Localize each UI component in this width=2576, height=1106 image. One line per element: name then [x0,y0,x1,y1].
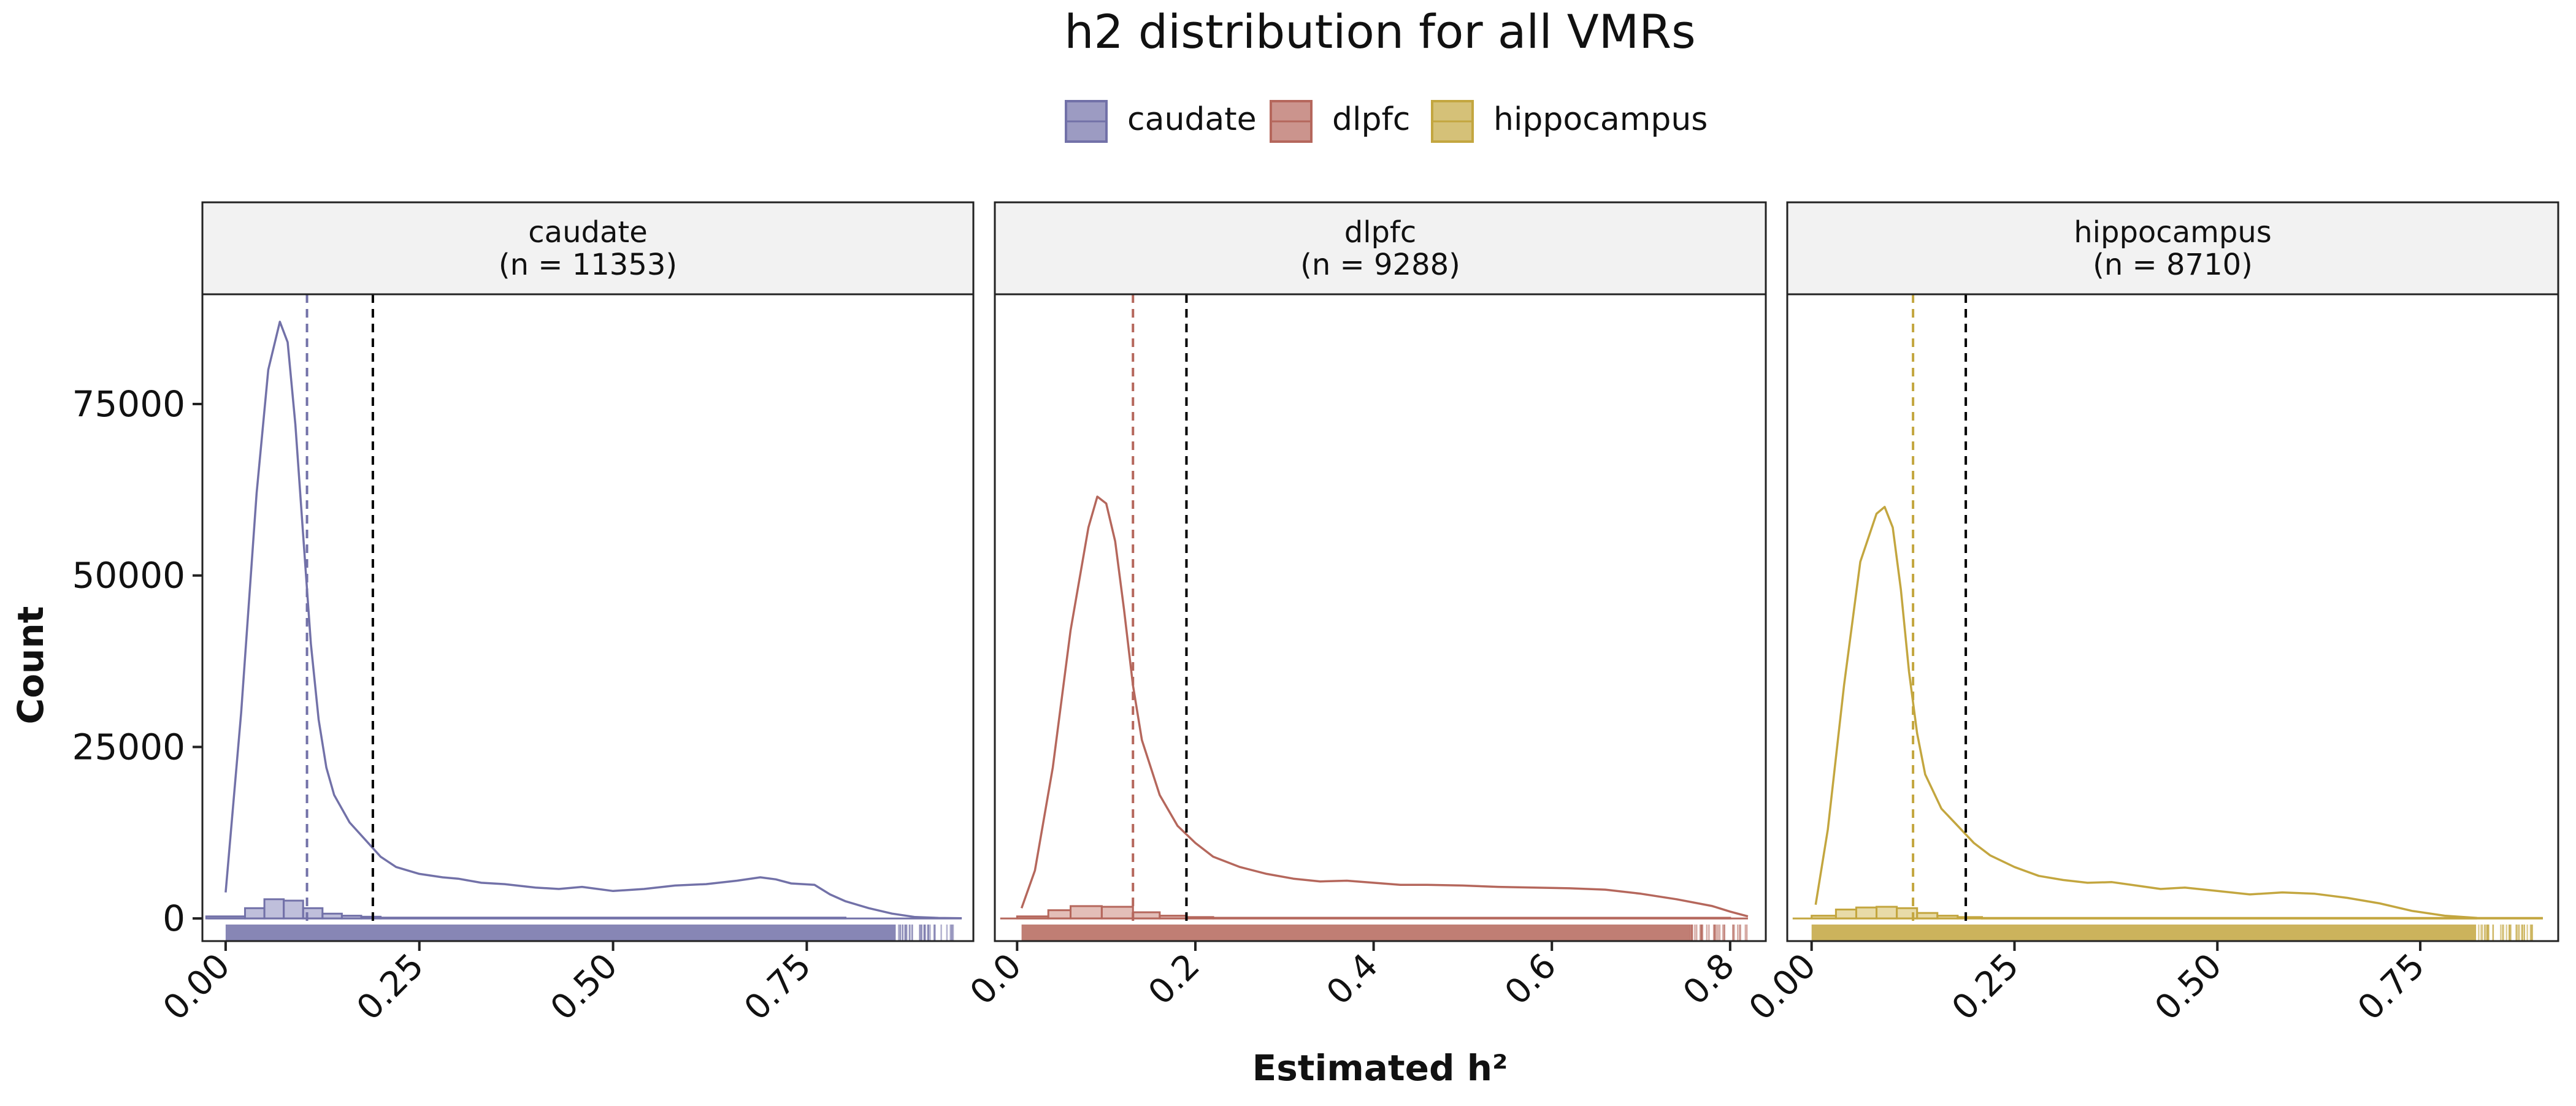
density-curve-hippocampus [1814,506,2477,919]
x-axis-hippocampus: 0.00 0.25 0.50 0.75 [1741,941,2432,1028]
y-tick-label: 0 [163,898,185,939]
histogram-bar-caudate [263,898,285,920]
y-tick-label: 75000 [72,383,185,425]
rug-band-hippocampus [1811,925,2477,941]
x-tick-label: 0.50 [543,946,625,1028]
legend-label-hippocampus: hippocampus [1493,101,1708,138]
x-tick-label: 0.6 [1497,946,1564,1013]
plot-content-caudate [205,294,962,941]
histogram-bar-dlpfc [1132,911,1161,920]
legend-item-hippocampus: hippocampus [1431,100,1708,143]
x-tick-label: 0.75 [737,946,819,1028]
x-tick-label: 0.75 [2350,946,2432,1028]
histogram-bar-caudate [283,899,304,920]
rug-caudate [225,925,954,941]
y-tick-label: 25000 [72,726,185,768]
legend-item-caudate: caudate [1065,100,1257,143]
histogram-bar-dlpfc [1047,909,1072,920]
panel-border-hippocampus [1786,293,2559,942]
density-curve-dlpfc [1020,495,1749,918]
panel-border-dlpfc [994,293,1767,942]
strip-label-hippocampus: hippocampus [2074,215,2272,250]
legend: caudate dlpfc hippocampus [1065,100,1708,143]
x-tick-label: 0.25 [1944,946,2026,1028]
histogram-bar-hippocampus [1834,909,1857,920]
y-axis: 0 25000 50000 75000 [72,383,202,939]
x-tick-label: 0.4 [1319,946,1386,1013]
histogram-bar-dlpfc [1070,905,1103,920]
x-tick-label: 0.25 [349,946,431,1028]
density-curve-caudate [224,321,962,920]
x-axis-dlpfc: 0.0 0.2 0.4 0.6 0.8 [962,941,1742,1013]
strip-count-caudate: (n = 11353) [499,248,677,282]
strip-count-dlpfc: (n = 9288) [1300,248,1460,282]
x-axis-title: Estimated h² [1252,1047,1508,1089]
strip-caudate [201,201,975,296]
rug-band-caudate [225,925,896,941]
strip-label-caudate: caudate [528,215,647,250]
plot-area-caudate [202,294,973,941]
histogram-bar-hippocampus [1876,906,1898,920]
legend-label-caudate: caudate [1127,101,1257,138]
x-tick-label: 0.50 [2147,946,2229,1028]
y-axis-title: Count [10,606,52,725]
x-tick-label: 0.0 [962,946,1029,1013]
x-tick-label: 0.00 [156,946,238,1028]
y-tick-label: 50000 [72,555,185,597]
panel-border-caudate [201,293,975,942]
histogram-bar-caudate [243,907,266,920]
strip-label-dlpfc: dlpfc [1344,215,1417,250]
plot-content-hippocampus [1792,294,2543,941]
chart-title: h2 distribution for all VMRs [1064,4,1696,59]
rug-hippocampus [1811,925,2533,941]
strip-hippocampus [1786,201,2559,296]
legend-item-dlpfc: dlpfc [1270,100,1410,143]
strip-count-hippocampus: (n = 8710) [2093,248,2253,282]
legend-label-dlpfc: dlpfc [1332,101,1410,138]
rug-band-dlpfc [1021,925,1690,941]
x-tick-label: 0.8 [1676,946,1742,1013]
histogram-bar-dlpfc [1100,906,1134,920]
x-tick-label: 0.2 [1141,946,1208,1013]
plot-area-hippocampus [1787,294,2558,941]
strip-dlpfc [994,201,1767,296]
panel-hippocampus: hippocampus(n = 8710) 0.00 0.25 0.50 0.75 [1741,201,2559,1028]
plot-area-dlpfc [995,294,1766,941]
x-tick-label: 0.00 [1741,946,1823,1028]
rug-dlpfc [1021,925,1748,941]
panel-dlpfc: dlpfc(n = 9288) 0.0 0.2 0.4 0.6 0.8 [962,201,1767,1013]
histogram-bar-hippocampus [1855,906,1878,920]
x-axis-caudate: 0.00 0.25 0.50 0.75 [156,941,819,1028]
plot-content-dlpfc [1000,294,1749,941]
